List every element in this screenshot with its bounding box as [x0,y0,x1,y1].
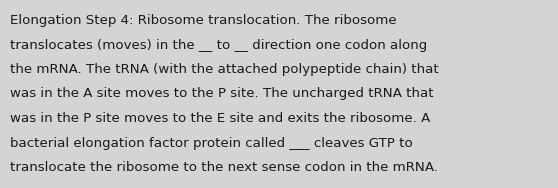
Text: the mRNA. The tRNA (with the attached polypeptide chain) that: the mRNA. The tRNA (with the attached po… [10,63,439,76]
Text: Elongation Step 4: Ribosome translocation. The ribosome: Elongation Step 4: Ribosome translocatio… [10,14,397,27]
Text: translocates (moves) in the __ to __ direction one codon along: translocates (moves) in the __ to __ dir… [10,39,427,52]
Text: was in the A site moves to the P site. The uncharged tRNA that: was in the A site moves to the P site. T… [10,87,434,101]
Text: translocate the ribosome to the next sense codon in the mRNA.: translocate the ribosome to the next sen… [10,161,438,174]
Text: bacterial elongation factor protein called ___ cleaves GTP to: bacterial elongation factor protein call… [10,136,413,149]
Text: was in the P site moves to the E site and exits the ribosome. A: was in the P site moves to the E site an… [10,112,430,125]
